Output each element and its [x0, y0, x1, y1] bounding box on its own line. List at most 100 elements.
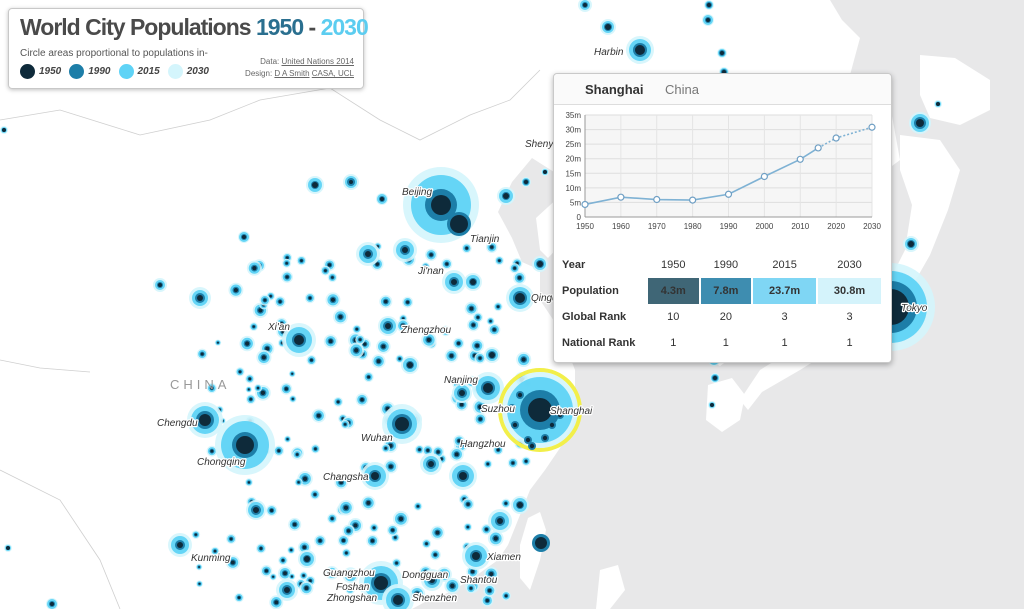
city-bubble[interactable] [206, 445, 218, 457]
city-bubble[interactable] [717, 48, 727, 58]
city-bubble[interactable] [228, 282, 244, 298]
legend-item-1990[interactable]: 1990 [69, 64, 111, 79]
city-bubble[interactable] [239, 335, 255, 352]
city-bubble[interactable] [453, 434, 465, 447]
city-bubble[interactable] [282, 258, 292, 268]
city-bubble[interactable] [376, 339, 391, 354]
city-bubble[interactable] [252, 302, 269, 318]
city-bubble[interactable] [342, 524, 355, 538]
city-bubble[interactable] [245, 374, 255, 384]
city-bubble[interactable] [463, 522, 473, 532]
city-bubble[interactable] [447, 212, 471, 236]
city-bubble[interactable] [909, 112, 931, 134]
city-bubble[interactable] [299, 571, 308, 580]
city-bubble[interactable] [501, 590, 511, 601]
city-bubble[interactable] [306, 176, 324, 194]
city-bubble[interactable] [444, 348, 459, 363]
city-bubble[interactable] [424, 248, 438, 261]
city-bubble[interactable] [314, 534, 327, 547]
city-bubble[interactable] [327, 513, 338, 524]
city-bubble[interactable] [472, 312, 483, 323]
city-bubble[interactable] [483, 584, 496, 597]
city-bubble[interactable] [341, 548, 351, 558]
city-bubble[interactable] [386, 524, 399, 536]
city-bubble[interactable] [462, 498, 475, 511]
city-bubble[interactable] [304, 292, 316, 304]
city-bubble[interactable] [421, 569, 443, 591]
city-bubble[interactable] [289, 395, 297, 403]
city-bubble[interactable] [462, 542, 490, 570]
city-bubble[interactable] [934, 100, 942, 108]
city-bubble[interactable] [379, 294, 393, 309]
city-bubble[interactable] [363, 371, 374, 383]
city-bubble[interactable] [401, 356, 419, 374]
city-bubble[interactable] [333, 309, 348, 325]
city-bubble[interactable] [396, 319, 410, 333]
city-bubble[interactable] [245, 394, 256, 405]
city-bubble[interactable] [422, 444, 434, 456]
city-bubble[interactable] [196, 580, 203, 588]
city-bubble[interactable] [323, 334, 338, 349]
city-bubble[interactable] [444, 577, 461, 594]
designer-link[interactable]: D A Smith [274, 69, 310, 78]
org-link[interactable]: CASA, UCL [311, 69, 354, 78]
city-bubble[interactable] [255, 543, 267, 554]
city-bubble[interactable] [474, 352, 486, 364]
city-bubble[interactable] [464, 301, 479, 316]
city-bubble[interactable] [493, 444, 504, 455]
city-bubble[interactable] [4, 544, 12, 552]
city-bubble[interactable] [487, 530, 504, 547]
city-bubble[interactable] [348, 342, 365, 359]
city-bubble[interactable] [485, 241, 498, 253]
city-bubble[interactable] [488, 323, 501, 336]
city-bubble[interactable] [494, 256, 504, 266]
city-bubble[interactable] [298, 550, 316, 568]
city-bubble[interactable] [483, 566, 499, 582]
city-bubble[interactable] [429, 549, 441, 561]
city-bubble[interactable] [430, 525, 445, 540]
legend-item-1950[interactable]: 1950 [20, 64, 61, 79]
city-bubble[interactable] [269, 573, 277, 581]
city-bubble[interactable] [420, 453, 442, 475]
city-bubble[interactable] [46, 598, 58, 609]
city-bubble[interactable] [465, 583, 477, 594]
city-bubble[interactable] [395, 354, 404, 364]
data-point[interactable] [724, 190, 733, 198]
city-bubble[interactable] [334, 475, 348, 490]
city-bubble[interactable] [281, 271, 294, 283]
city-bubble[interactable] [449, 462, 477, 490]
city-bubble[interactable] [421, 539, 432, 549]
city-bubble[interactable] [342, 567, 359, 584]
city-bubble[interactable] [486, 317, 495, 326]
city-bubble[interactable] [343, 174, 359, 190]
city-bubble[interactable] [708, 401, 716, 409]
city-bubble[interactable] [153, 278, 167, 292]
city-bubble[interactable] [265, 504, 278, 517]
city-bubble[interactable] [361, 462, 389, 490]
city-bubble[interactable] [521, 456, 531, 466]
city-bubble[interactable] [355, 334, 365, 345]
city-bubble[interactable] [414, 444, 425, 455]
city-bubble[interactable] [327, 272, 338, 283]
city-bubble[interactable] [282, 323, 316, 357]
city-bubble[interactable] [369, 523, 379, 533]
city-bubble[interactable] [337, 534, 350, 547]
city-bubble[interactable] [352, 324, 362, 334]
city-bubble[interactable] [488, 509, 512, 533]
city-bubble[interactable] [376, 193, 388, 205]
city-bubble[interactable] [214, 339, 222, 346]
city-bubble[interactable] [493, 302, 503, 312]
city-bubble[interactable] [481, 594, 494, 607]
city-bubble[interactable] [195, 563, 203, 571]
city-bubble[interactable] [366, 534, 379, 548]
city-bubble[interactable] [168, 533, 192, 557]
city-bubble[interactable] [361, 495, 376, 510]
city-bubble[interactable] [278, 555, 288, 566]
city-bubble[interactable] [470, 338, 484, 353]
legend-item-2015[interactable]: 2015 [118, 64, 160, 79]
city-bubble[interactable] [382, 404, 422, 444]
city-bubble[interactable] [474, 412, 487, 426]
city-bubble[interactable] [0, 126, 8, 134]
city-bubble[interactable] [532, 534, 550, 552]
city-bubble[interactable] [325, 292, 341, 308]
